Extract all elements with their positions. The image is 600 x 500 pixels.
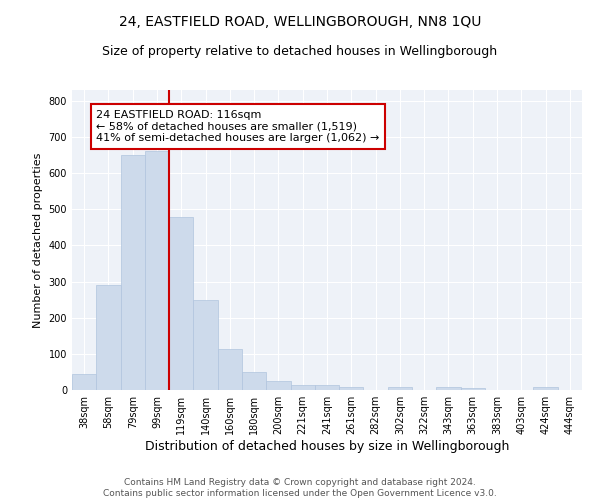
Bar (121, 155, 145, 390)
Bar (96, 285, 121, 390)
Text: 24 EASTFIELD ROAD: 116sqm
← 58% of detached houses are smaller (1,519)
41% of se: 24 EASTFIELD ROAD: 116sqm ← 58% of detac… (96, 110, 380, 143)
Bar (193, 300, 218, 390)
Bar (533, 388, 558, 390)
Bar (218, 349, 242, 390)
Bar (242, 372, 266, 390)
Bar (461, 388, 485, 390)
Bar (388, 388, 412, 390)
Bar (72, 374, 96, 390)
Y-axis label: Number of detached properties: Number of detached properties (33, 152, 43, 328)
Bar (290, 384, 315, 390)
X-axis label: Distribution of detached houses by size in Wellingborough: Distribution of detached houses by size … (145, 440, 509, 453)
Bar (145, 152, 169, 390)
Bar (266, 381, 290, 390)
Bar (169, 217, 193, 390)
Text: 24, EASTFIELD ROAD, WELLINGBOROUGH, NN8 1QU: 24, EASTFIELD ROAD, WELLINGBOROUGH, NN8 … (119, 15, 481, 29)
Text: Size of property relative to detached houses in Wellingborough: Size of property relative to detached ho… (103, 45, 497, 58)
Bar (436, 388, 461, 390)
Text: Contains HM Land Registry data © Crown copyright and database right 2024.
Contai: Contains HM Land Registry data © Crown c… (103, 478, 497, 498)
Bar (339, 387, 364, 390)
Bar (315, 385, 339, 390)
